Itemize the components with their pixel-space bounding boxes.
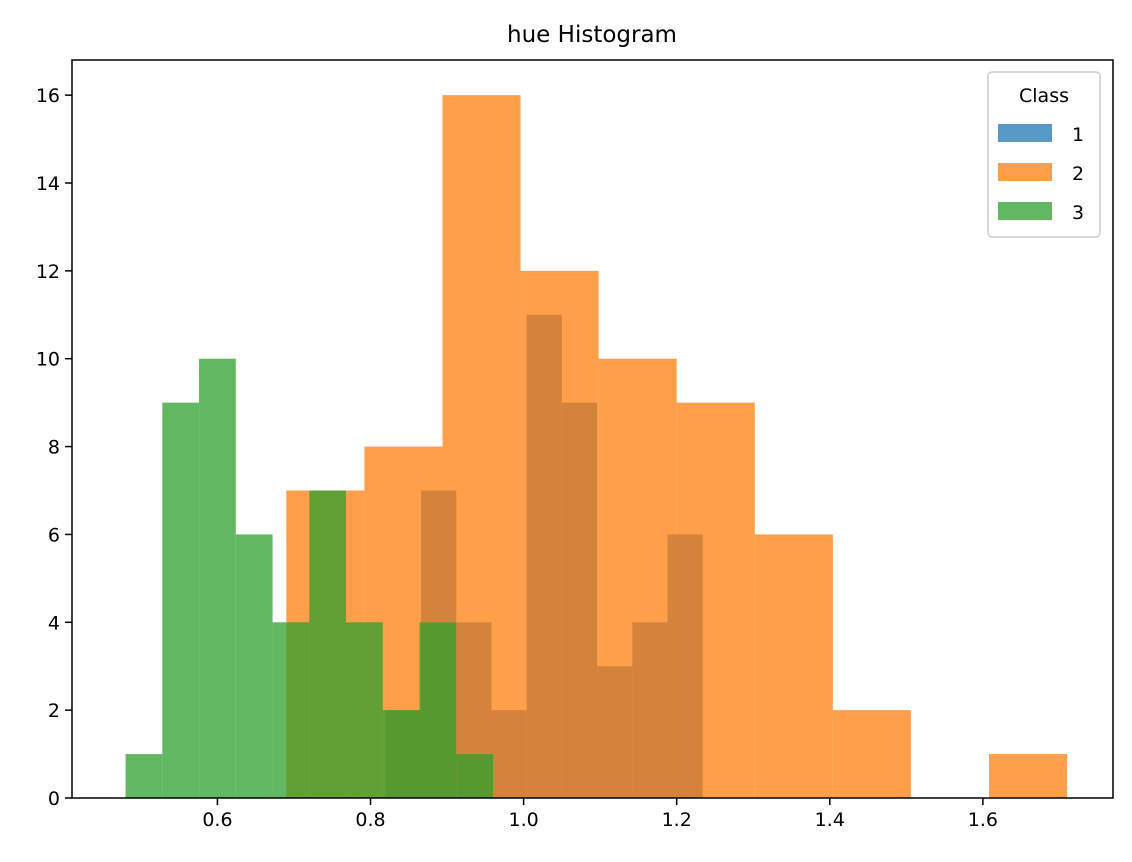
bar-class3-1	[162, 402, 200, 798]
x-tick-label-3: 1.2	[662, 809, 692, 831]
y-tick-label-6: 12	[36, 261, 60, 283]
bar-class2-6	[754, 534, 833, 798]
bar-class1-7	[632, 622, 668, 798]
legend-title: Class	[1019, 85, 1069, 107]
bar-class1-4	[526, 314, 562, 798]
x-tick-label-1: 0.8	[355, 809, 385, 831]
legend-label-3: 3	[1072, 202, 1084, 224]
y-tick-label-4: 8	[48, 437, 60, 459]
bar-class1-5	[561, 402, 598, 798]
legend-swatch-2	[998, 163, 1052, 181]
x-tick-label-0: 0.6	[202, 809, 232, 831]
y-tick-label-7: 14	[36, 173, 60, 195]
chart-title: hue Histogram	[507, 22, 677, 48]
y-tick-label-3: 6	[48, 524, 60, 546]
y-tick-label-2: 4	[48, 612, 60, 634]
bar-class3-3	[235, 534, 273, 798]
bar-class3-6	[346, 622, 383, 798]
legend-swatch-3	[998, 202, 1052, 220]
bar-class1-8	[667, 534, 703, 798]
legend-box	[987, 71, 1101, 238]
legend-label-2: 2	[1072, 163, 1084, 185]
legend-swatch-1	[998, 124, 1052, 142]
bar-class2-9	[988, 754, 1068, 798]
x-axis: 0.6 0.8 1.0 1.2 1.4 1.6	[202, 798, 998, 831]
bar-class3-4	[272, 622, 310, 798]
bar-class3-5	[309, 490, 347, 798]
bar-class3-0	[125, 754, 163, 798]
x-tick-label-4: 1.4	[815, 809, 845, 831]
y-axis: 0 2 4 6 8 10 12 14 16	[36, 85, 72, 810]
y-tick-label-5: 10	[36, 349, 60, 371]
x-tick-label-5: 1.6	[968, 809, 998, 831]
y-tick-label-1: 2	[48, 700, 60, 722]
y-tick-label-8: 16	[36, 85, 60, 107]
bars-layer	[125, 95, 1068, 798]
bar-class3-9	[456, 754, 493, 798]
bar-class1-3	[491, 710, 527, 798]
legend: Class 1 2 3	[987, 71, 1101, 238]
bar-class3-8	[419, 622, 457, 798]
bar-class3-7	[382, 710, 420, 798]
bar-class1-6	[597, 666, 633, 798]
y-tick-label-0: 0	[48, 788, 60, 810]
plot-frame	[71, 59, 1114, 799]
bar-class2-7	[832, 710, 911, 798]
bar-class3-2	[199, 358, 236, 798]
legend-label-1: 1	[1072, 124, 1084, 146]
x-tick-label-2: 1.0	[509, 809, 539, 831]
